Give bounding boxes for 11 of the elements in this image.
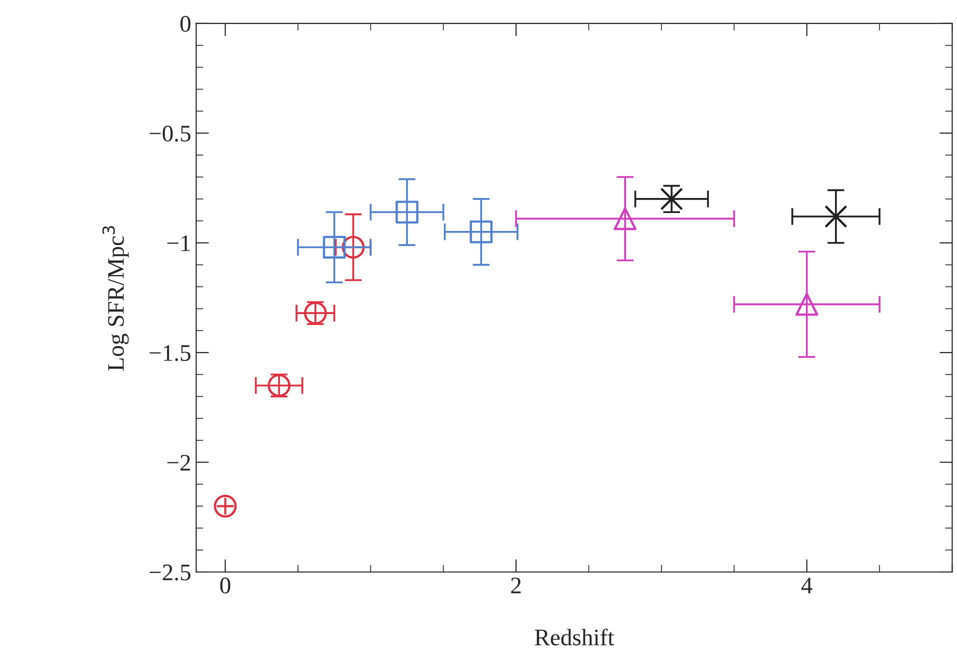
x-axis-title: Redshift bbox=[534, 628, 614, 646]
y-tick-label: −1.5 bbox=[150, 345, 190, 362]
y-tick-label: −2.5 bbox=[150, 564, 190, 581]
y-axis-title: Log SFR/Mpc$^{3}$ bbox=[102, 226, 129, 371]
y-tick-label: −1 bbox=[167, 235, 190, 252]
x-tick-label: 2 bbox=[511, 578, 521, 594]
x-tick-label: 4 bbox=[801, 578, 812, 594]
y-tick-label: −0.5 bbox=[150, 126, 190, 142]
y-tick-label: 0 bbox=[180, 16, 190, 32]
x-tick-label: 0 bbox=[220, 578, 230, 594]
y-tick-label: −2 bbox=[167, 454, 190, 470]
